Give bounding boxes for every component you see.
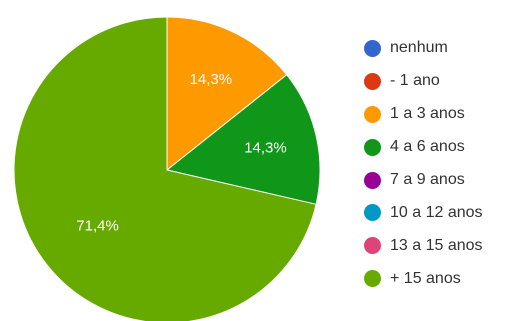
- legend-swatch: [364, 171, 381, 189]
- pie-slice-2: [166, 16, 288, 172]
- legend-item: 1 a 3 anos: [364, 98, 483, 131]
- pie-slice-3: [165, 74, 321, 205]
- legend-item: 7 a 9 anos: [364, 164, 483, 197]
- legend-label: 10 a 12 anos: [390, 203, 483, 221]
- legend-swatch: [364, 72, 381, 90]
- legend-item: 10 a 12 anos: [364, 196, 483, 229]
- legend-label: 1 a 3 anos: [390, 105, 465, 123]
- chart-legend: nenhum - 1 ano 1 a 3 anos 4 a 6 anos 7 a 9 a…: [364, 32, 483, 295]
- legend-item: + 15 anos: [364, 262, 483, 295]
- slice-data-label: 14,3%: [190, 71, 233, 88]
- legend-label: - 1 ano: [390, 72, 440, 90]
- legend-label: nenhum: [390, 39, 448, 57]
- pie-slice-7: [13, 16, 317, 321]
- slice-data-label: 14,3%: [244, 140, 287, 157]
- legend-swatch: [364, 237, 381, 255]
- legend-item: - 1 ano: [364, 65, 483, 98]
- legend-label: 4 a 6 anos: [390, 138, 465, 156]
- legend-item: 4 a 6 anos: [364, 131, 483, 164]
- slice-data-label: 71,4%: [76, 217, 119, 234]
- legend-label: + 15 anos: [390, 269, 461, 287]
- legend-label: 13 a 15 anos: [390, 236, 483, 254]
- legend-swatch: [364, 204, 381, 222]
- legend-swatch: [364, 105, 381, 123]
- legend-item: nenhum: [364, 32, 483, 65]
- legend-swatch: [364, 39, 381, 57]
- legend-swatch: [364, 270, 381, 288]
- legend-label: 7 a 9 anos: [390, 171, 465, 188]
- legend-swatch: [364, 138, 381, 156]
- legend-item: 13 a 15 anos: [364, 229, 483, 262]
